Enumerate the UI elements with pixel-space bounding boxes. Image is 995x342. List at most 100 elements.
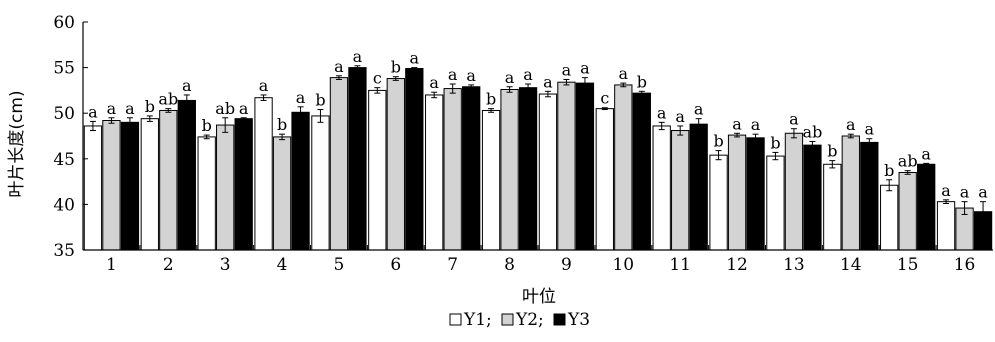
legend-swatch-y1 [449,313,462,326]
significance-letter: b [713,132,723,151]
bar-y3 [746,137,765,251]
y-axis: 35 40 45 50 55 60 [53,13,88,261]
x-tick-label: 4 [277,255,288,275]
bar-y1 [538,93,558,251]
significance-letter: a [505,68,515,87]
bar-y1 [652,125,671,251]
bar-y2 [102,119,121,251]
bar-y2 [557,81,576,251]
significance-letter: a [410,49,420,68]
y-tick-label: 60 [53,13,75,33]
significance-letter: a [751,115,761,134]
bar-y1 [83,125,103,251]
bar-y3 [860,141,879,251]
significance-letter: c [373,69,382,88]
bar-y2 [443,88,462,251]
bar-y2 [671,130,690,251]
bar-y3 [575,82,595,251]
significance-letter: b [827,142,837,161]
significance-letter: a [941,181,951,200]
significance-letter: a [523,65,533,84]
y-tick-label: 40 [53,195,75,215]
bar-y2 [500,88,519,251]
significance-letter: ab [158,90,178,109]
bar-y3 [518,87,538,251]
legend-label-y1: Y1; [463,310,492,330]
bar-y3 [689,123,708,251]
significance-letter: a [239,99,249,118]
significance-letter: a [125,99,135,118]
significance-letter: a [789,110,799,129]
significance-letter: a [580,59,590,78]
significance-letter: a [296,88,306,107]
bar-y3 [632,92,651,251]
significance-letter: a [543,72,553,91]
bar-y1 [140,118,159,251]
y-axis-label: 叶片长度(cm) [7,90,27,197]
significance-letter: b [770,133,780,152]
significance-letter: a [732,114,742,133]
significance-letter: b [145,97,155,116]
bar-y1 [766,155,785,251]
significance-letter: b [277,115,287,134]
significance-letter: a [657,103,667,122]
x-tick-label: 6 [390,255,401,275]
bar-y2 [386,78,405,251]
bar-y2 [898,171,917,251]
significance-letter: a [88,102,98,121]
significance-letter: a [675,107,685,126]
bar-y3 [177,99,196,251]
bar-y1 [595,108,614,251]
bar-y2 [272,136,292,251]
significance-letter: a [334,57,344,76]
bar-y1 [709,154,728,251]
x-axis-label: 叶位 [522,287,556,307]
significance-letter: a [466,66,476,85]
x-tick-label: 9 [561,255,572,275]
significance-letter: b [202,116,212,135]
bar-y1 [311,115,330,251]
y-tick-label: 35 [53,241,75,261]
bar-y1 [425,94,444,251]
legend-label-y3: Y3 [567,310,590,330]
legend-swatch-y2 [501,313,514,326]
x-tick-label: 10 [612,255,634,275]
significance-letter: a [429,73,439,92]
significance-letter: a [619,64,629,83]
legend-swatch-y3 [553,313,566,326]
x-tick-label: 7 [447,255,458,275]
x-tick-label: 11 [669,255,691,275]
significance-letter: b [315,91,325,110]
x-tick-label: 14 [840,255,862,275]
y-tick-label: 45 [53,150,75,170]
bar-y3 [291,111,310,251]
significance-letter: ab [803,122,823,141]
significance-letter: b [884,161,894,180]
bar-y3 [234,118,253,251]
x-tick-label: 16 [954,255,976,275]
significance-letter: b [637,72,647,91]
significance-letter: c [600,89,609,108]
significance-letter: b [486,90,496,109]
bar-y1 [880,184,899,251]
x-tick-label: 12 [726,255,748,275]
bar-y2 [159,109,178,251]
bar-y3 [917,163,936,251]
bar-y2 [784,132,804,251]
significance-letter: a [921,144,931,163]
legend: Y1; Y2; Y3 [449,310,590,330]
significance-letter: a [107,99,117,118]
significance-letter: a [353,47,363,66]
x-tick-label: 2 [163,255,174,275]
x-axis: 1 2 3 4 5 6 7 8 9 10 11 12 13 14 15 16 [83,245,993,275]
bar-y2 [841,135,860,251]
bar-y3 [120,121,140,251]
x-tick-label: 3 [220,255,231,275]
bar-y1 [197,136,216,251]
legend-label-y2: Y2; [515,310,544,330]
bar-y3 [405,68,424,251]
x-tick-label: 15 [897,255,919,275]
bar-y2 [329,77,349,251]
significance-letter: a [694,100,704,119]
